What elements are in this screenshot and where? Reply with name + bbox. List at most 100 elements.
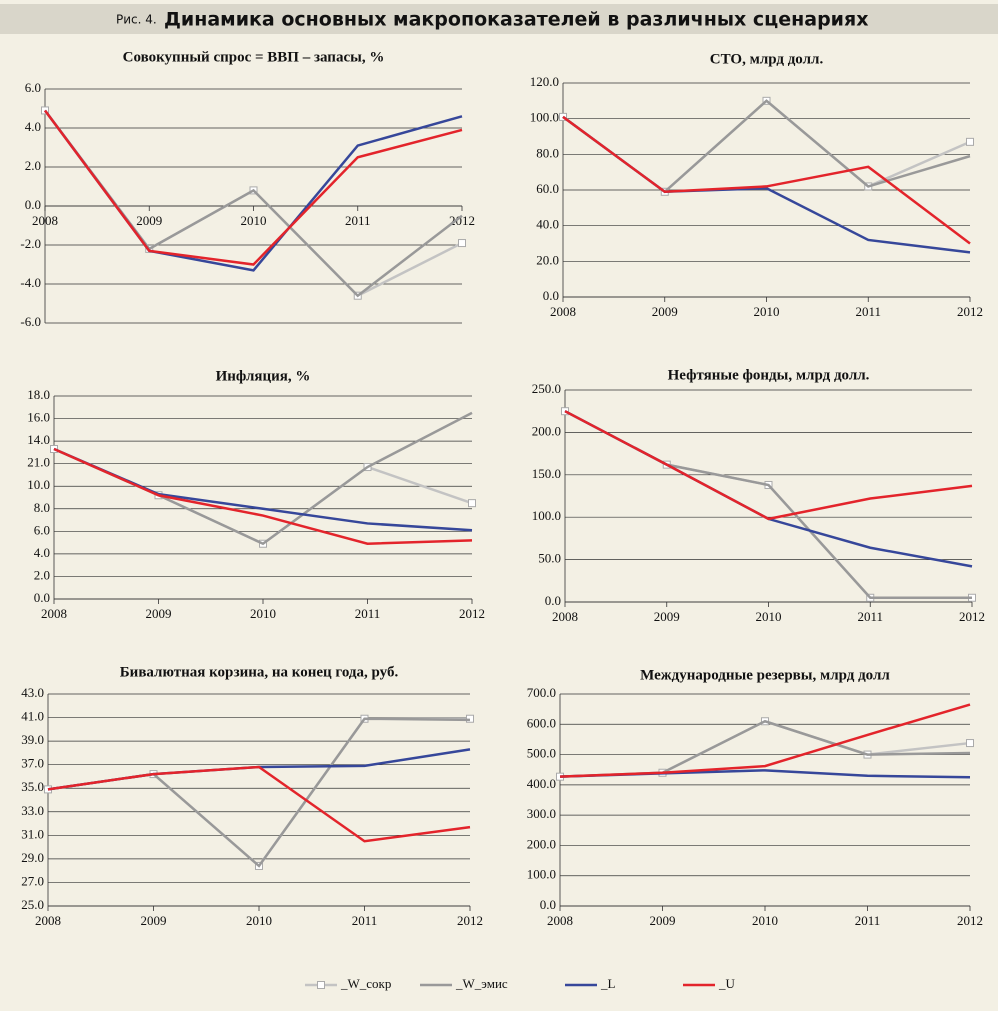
y-tick-label: 300.0	[527, 806, 556, 821]
y-tick-label: 25.0	[21, 897, 44, 912]
y-tick-label: 20.0	[536, 252, 559, 267]
x-tick-label: 2009	[146, 606, 172, 621]
y-tick-label: 37.0	[21, 756, 44, 771]
series-line	[47, 748, 471, 791]
y-tick-label: 200.0	[532, 423, 561, 438]
x-tick-label: 2009	[652, 304, 678, 319]
x-tick-label: 2012	[957, 913, 983, 928]
y-tick-label: 500.0	[527, 746, 556, 761]
y-tick-label: 14.0	[27, 432, 50, 447]
x-tick-label: 2009	[650, 913, 676, 928]
x-tick-label: 2008	[35, 913, 61, 928]
x-tick-label: 2010	[250, 606, 276, 621]
y-tick-label: 200.0	[527, 836, 556, 851]
x-tick-label: 2012	[957, 304, 983, 319]
y-tick-label: 80.0	[536, 145, 559, 160]
x-tick-label: 2008	[41, 606, 67, 621]
series-line	[559, 719, 971, 778]
y-tick-label: 8.0	[34, 500, 50, 515]
y-tick-label: 2.0	[25, 158, 41, 173]
x-tick-label: 2010	[756, 609, 782, 624]
y-tick-label: 100.0	[532, 508, 561, 523]
legend-marker	[317, 981, 325, 989]
y-tick-label: 6.0	[25, 80, 41, 95]
y-tick-label: 43.0	[21, 685, 44, 700]
point-marker	[458, 239, 466, 248]
chart-title: Совокупный спрос = ВВП – запасы, %	[123, 49, 385, 65]
y-tick-label: 700.0	[527, 685, 556, 700]
chart-title: СТО, млрд долл.	[710, 51, 824, 67]
y-tick-label: 4.0	[34, 545, 50, 560]
y-tick-label: -2.0	[20, 236, 41, 251]
series-line	[564, 410, 972, 600]
title-bar	[0, 4, 998, 34]
series-line	[44, 109, 463, 298]
figure-label: Рис. 4.	[116, 13, 157, 27]
x-tick-label: 2008	[32, 213, 58, 228]
y-tick-label: 50.0	[538, 551, 561, 566]
x-tick-label: 2009	[654, 609, 680, 624]
x-tick-label: 2011	[855, 913, 881, 928]
chart-title: Бивалютная корзина, на конец года, руб.	[120, 664, 399, 680]
x-tick-label: 2012	[449, 213, 475, 228]
x-tick-label: 2008	[552, 609, 578, 624]
y-tick-label: 100.0	[527, 867, 556, 882]
y-tick-label: 18.0	[27, 387, 50, 402]
y-tick-label: 31.0	[21, 826, 44, 841]
series-line	[43, 109, 463, 266]
y-tick-label: 250.0	[532, 381, 561, 396]
y-tick-label: 0.0	[540, 897, 556, 912]
y-tick-label: 100.0	[530, 110, 559, 125]
point-marker	[468, 499, 476, 508]
y-tick-label: 33.0	[21, 803, 44, 818]
x-tick-label: 2011	[352, 913, 378, 928]
y-tick-label: 41.0	[21, 709, 44, 724]
x-tick-label: 2012	[459, 606, 485, 621]
y-tick-label: 600.0	[527, 715, 556, 730]
x-tick-label: 2008	[547, 913, 573, 928]
y-tick-label: 6.0	[34, 522, 50, 537]
y-tick-label: 0.0	[543, 288, 559, 303]
y-tick-label: 40.0	[536, 217, 559, 232]
series-line	[53, 447, 473, 532]
series-line	[53, 447, 473, 546]
x-tick-label: 2012	[959, 609, 985, 624]
legend-label: _W_сокр	[340, 976, 391, 991]
x-tick-label: 2009	[141, 913, 167, 928]
y-tick-label: 400.0	[527, 776, 556, 791]
chart-title: Инфляция, %	[216, 368, 311, 384]
figure-title: Динамика основных макропоказателей в раз…	[164, 9, 868, 31]
series-line	[47, 765, 471, 843]
series-line	[562, 115, 971, 245]
y-tick-label: 0.0	[34, 590, 50, 605]
series-line	[53, 447, 473, 545]
y-tick-label: 2.0	[34, 567, 50, 582]
legend-label: _U	[718, 976, 736, 991]
series-line	[44, 109, 463, 298]
series-line	[562, 99, 971, 194]
chart-title: Международные резервы, млрд долл	[640, 667, 890, 683]
point-marker	[966, 739, 974, 748]
y-tick-label: 0.0	[545, 593, 561, 608]
x-tick-label: 2011	[355, 606, 381, 621]
y-tick-label: 0.0	[25, 197, 41, 212]
y-tick-label: 16.0	[27, 410, 50, 425]
legend-label: _L	[600, 976, 616, 991]
x-tick-label: 2010	[246, 913, 272, 928]
series-line	[564, 410, 972, 600]
x-tick-label: 2010	[754, 304, 780, 319]
y-tick-label: 39.0	[21, 732, 44, 747]
y-tick-label: 35.0	[21, 779, 44, 794]
series-line	[564, 410, 973, 521]
y-tick-label: 4.0	[25, 119, 41, 134]
chart-title: Нефтяные фонды, млрд долл.	[668, 367, 870, 383]
x-tick-label: 2008	[550, 304, 576, 319]
y-tick-label: 21.0	[27, 455, 50, 470]
x-tick-label: 2011	[857, 609, 883, 624]
x-tick-label: 2012	[457, 913, 483, 928]
series-line	[562, 99, 971, 194]
y-tick-label: 120.0	[530, 74, 559, 89]
series-line	[53, 411, 473, 546]
y-tick-label: 29.0	[21, 850, 44, 865]
